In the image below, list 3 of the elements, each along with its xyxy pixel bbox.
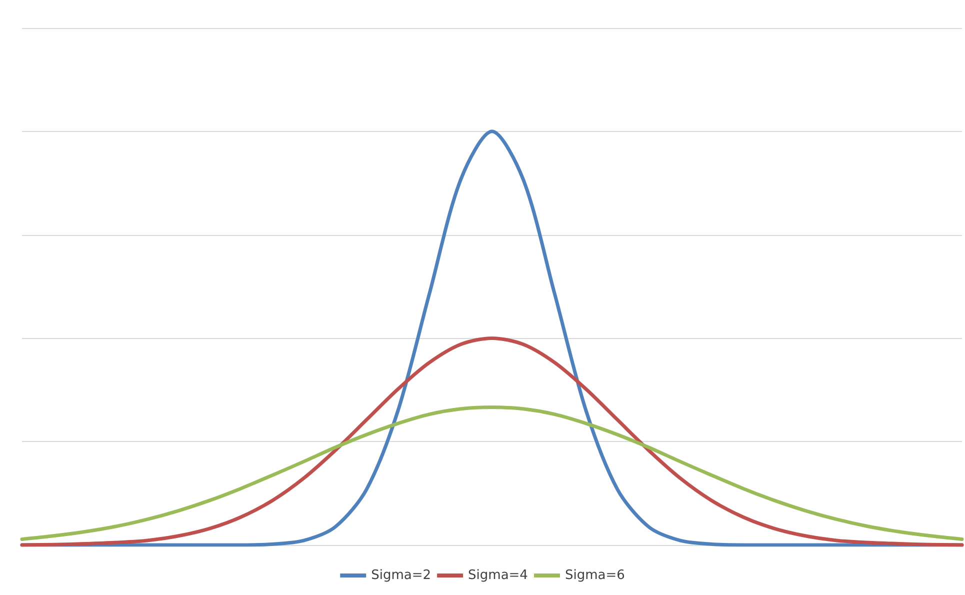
legend-label: Sigma=2 — [371, 568, 432, 583]
legend-label: Sigma=6 — [564, 568, 625, 583]
legend-label: Sigma=4 — [468, 568, 528, 583]
